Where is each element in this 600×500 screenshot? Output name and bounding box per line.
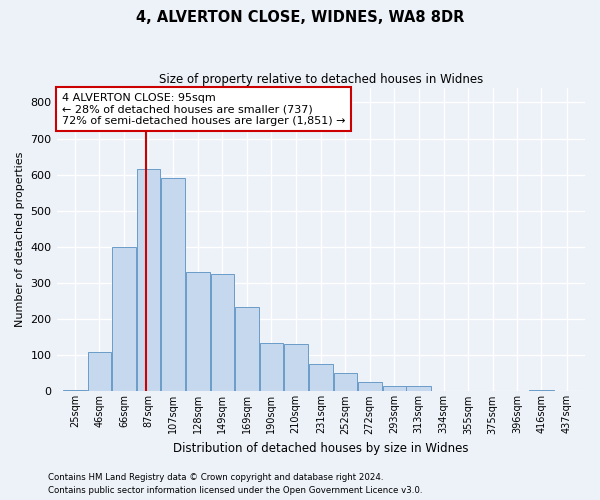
Bar	[186, 272, 210, 392]
Bar	[284, 344, 308, 392]
Text: Contains HM Land Registry data © Crown copyright and database right 2024.
Contai: Contains HM Land Registry data © Crown c…	[48, 474, 422, 495]
Bar	[161, 178, 185, 392]
Bar	[406, 386, 431, 392]
Bar	[112, 247, 136, 392]
Bar	[529, 390, 554, 392]
Bar	[211, 274, 234, 392]
Bar	[63, 390, 87, 392]
Bar	[308, 364, 333, 392]
Title: Size of property relative to detached houses in Widnes: Size of property relative to detached ho…	[158, 72, 483, 86]
Bar	[383, 386, 406, 392]
Bar	[334, 372, 357, 392]
Bar	[260, 342, 283, 392]
X-axis label: Distribution of detached houses by size in Widnes: Distribution of detached houses by size …	[173, 442, 469, 455]
Text: 4, ALVERTON CLOSE, WIDNES, WA8 8DR: 4, ALVERTON CLOSE, WIDNES, WA8 8DR	[136, 10, 464, 25]
Bar	[235, 306, 259, 392]
Bar	[358, 382, 382, 392]
Bar	[88, 352, 111, 392]
Bar	[137, 170, 160, 392]
Text: 4 ALVERTON CLOSE: 95sqm
← 28% of detached houses are smaller (737)
72% of semi-d: 4 ALVERTON CLOSE: 95sqm ← 28% of detache…	[62, 92, 346, 126]
Y-axis label: Number of detached properties: Number of detached properties	[15, 152, 25, 328]
